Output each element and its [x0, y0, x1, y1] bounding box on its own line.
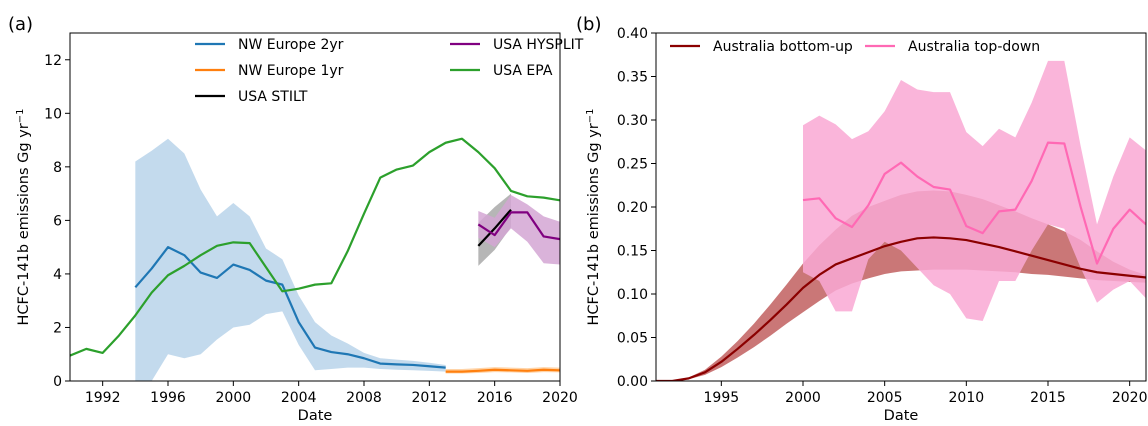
- legend-item: NW Europe 2yr: [195, 37, 344, 53]
- series-line-nw-europe-1yr: [445, 368, 560, 373]
- series-line-usa-epa: [70, 137, 560, 357]
- y-tick-label: 0.35: [617, 70, 648, 86]
- series-line-nw-europe-2yr: [134, 246, 446, 369]
- plot-area: [656, 60, 1146, 381]
- y-tick-label: 0.25: [617, 157, 648, 173]
- legend-item: USA HYSPLIT: [450, 37, 584, 53]
- y-tick-label: 2: [53, 320, 62, 336]
- y-tick-label: 8: [53, 160, 62, 176]
- x-tick-label: 2010: [949, 390, 985, 406]
- x-axis-label: Date: [884, 408, 919, 424]
- legend: Australia bottom-up Australia top-down: [670, 39, 1040, 55]
- legend-label: Australia bottom-up: [713, 39, 853, 55]
- x-tick-label: 1995: [704, 390, 740, 406]
- x-tick-label: 2000: [216, 390, 252, 406]
- legend-label: NW Europe 1yr: [238, 63, 344, 79]
- band-australia-top-down: [803, 60, 1146, 321]
- legend-label: Australia top-down: [908, 39, 1040, 55]
- y-tick-label: 6: [53, 213, 62, 229]
- axes-frame: [69, 32, 561, 382]
- legend-label: USA STILT: [238, 89, 308, 105]
- band-nw-europe-2yr: [135, 138, 446, 381]
- y-tick-label: 0.40: [617, 26, 648, 42]
- y-axis-label: HCFC-141b emissions Gg yr−1: [15, 109, 33, 326]
- legend-label: NW Europe 2yr: [238, 37, 344, 53]
- y-tick-label: 0.10: [617, 287, 648, 303]
- panel-b-chart: 0.00 0.05 0.10 0.15 0.20 0.25 0.30 0.35 0.40 1995…: [576, 14, 1147, 424]
- y-tick-label: 0.05: [617, 331, 648, 347]
- legend-item: USA EPA: [450, 63, 553, 79]
- x-tick-label: 2008: [346, 390, 382, 406]
- x-tick-label: 2020: [542, 390, 578, 406]
- series-line-australia-top-down: [802, 141, 1146, 265]
- y-axis-label-exponent: −1: [585, 109, 596, 124]
- x-tick-label: 2016: [477, 390, 513, 406]
- panel-label: (b): [576, 14, 601, 35]
- y-axis-label-exponent: −1: [15, 109, 26, 124]
- x-axis-label: Date: [298, 408, 333, 424]
- panel-label: (a): [8, 14, 33, 35]
- y-axis-label: HCFC-141b emissions Gg yr−1: [585, 109, 603, 326]
- x-tick-label: 2004: [281, 390, 317, 406]
- legend-label: USA HYSPLIT: [493, 37, 584, 53]
- y-tick-label: 10: [44, 106, 62, 122]
- y-tick-label: 0.20: [617, 200, 648, 216]
- x-tick-label: 1996: [150, 390, 186, 406]
- y-tick-label: 0.00: [617, 374, 648, 390]
- legend-item: Australia top-down: [865, 39, 1040, 55]
- x-tick-label: 2000: [785, 390, 821, 406]
- y-tick-label: 4: [53, 267, 62, 283]
- panel-a-chart: 0 2 4 6 8 10 12 1992 1996 2000 2004 2008 2012 2016 202…: [8, 14, 584, 424]
- series-line-usa-stilt: [477, 208, 512, 247]
- y-tick-label: 12: [44, 53, 62, 69]
- legend: NW Europe 2yr NW Europe 1yr USA STILT USA H…: [195, 37, 584, 105]
- x-tick-label: 2005: [867, 390, 903, 406]
- x-tick-label: 2020: [1112, 390, 1148, 406]
- y-tick-label: 0: [53, 374, 62, 390]
- x-tick-label: 2012: [412, 390, 448, 406]
- plot-area: [70, 137, 560, 381]
- legend-label: USA EPA: [493, 63, 553, 79]
- series-line-usa-hysplit: [477, 211, 560, 241]
- band-usa-hysplit: [478, 194, 560, 265]
- x-tick-label: 1992: [85, 390, 121, 406]
- legend-item: Australia bottom-up: [670, 39, 853, 55]
- x-tick-label: 2015: [1030, 390, 1066, 406]
- legend-item: NW Europe 1yr: [195, 63, 344, 79]
- y-tick-label: 0.30: [617, 113, 648, 129]
- legend-item: USA STILT: [195, 89, 308, 105]
- y-tick-label: 0.15: [617, 244, 648, 260]
- series-line-australia-bottom-up: [656, 236, 1146, 381]
